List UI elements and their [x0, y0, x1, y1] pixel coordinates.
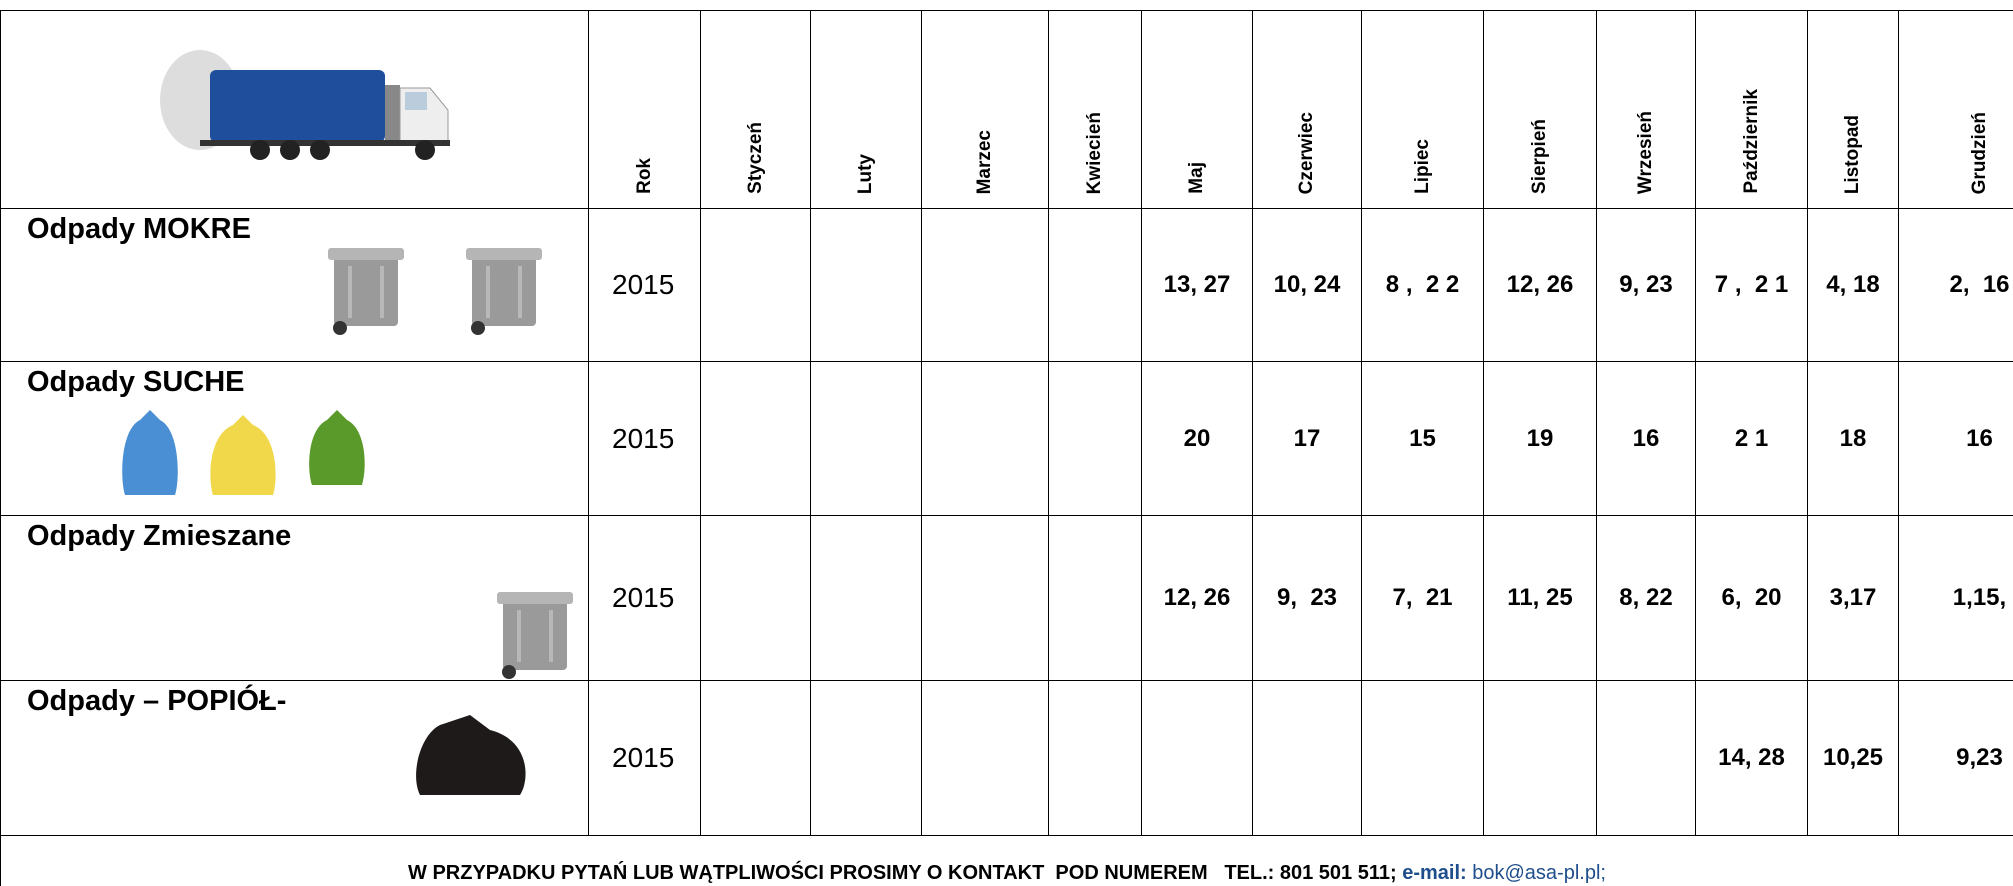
column-header-text: Sierpień: [1529, 119, 1551, 194]
row-label-cell: Odpady – POPIÓŁ-: [0, 680, 588, 835]
year: 2015: [588, 208, 700, 361]
column-header: Październik: [1695, 10, 1807, 208]
cell-value: 4, 18: [1807, 208, 1898, 361]
cell-value: [810, 361, 921, 515]
cell-value: 13, 27: [1141, 208, 1252, 361]
column-header: Rok: [588, 10, 700, 208]
cell-value: [810, 208, 921, 361]
cell-value: [921, 361, 1048, 515]
cell-value: [700, 208, 810, 361]
year: 2015: [588, 680, 700, 835]
column-header: Marzec: [921, 10, 1048, 208]
cell-value: 17: [1252, 361, 1361, 515]
cell-value: 16: [1596, 361, 1695, 515]
cell-value: 15: [1361, 361, 1483, 515]
column-header-text: Styczeń: [745, 122, 767, 194]
cell-value: [700, 361, 810, 515]
column-header: Maj: [1141, 10, 1252, 208]
column-header-text: Luty: [855, 154, 877, 194]
row-label-cell: Odpady SUCHE: [0, 361, 588, 515]
cell-value: [810, 680, 921, 835]
column-header-text: Grudzień: [1969, 112, 1991, 194]
cell-value: [700, 680, 810, 835]
year: 2015: [588, 361, 700, 515]
cell-value: [1252, 680, 1361, 835]
cell-value: 8 , 2 2: [1361, 208, 1483, 361]
cell-value: [1361, 680, 1483, 835]
row-label: Odpady MOKRE: [27, 213, 251, 246]
header-image-cell: [0, 10, 588, 208]
cell-value: 18: [1807, 361, 1898, 515]
cell-value: 2, 16: [1898, 208, 2013, 361]
column-header-text: Listopad: [1842, 115, 1864, 194]
cell-value: [921, 208, 1048, 361]
cell-value: [1048, 680, 1141, 835]
cell-value: [810, 515, 921, 680]
cell-value: 20: [1141, 361, 1252, 515]
row-label: Odpady SUCHE: [27, 366, 245, 399]
page: W PRZYPADKU PYTAŃ LUB WĄTPLIWOŚCI PROSIM…: [0, 0, 2013, 886]
column-header-text: Maj: [1186, 162, 1208, 194]
cell-value: 12, 26: [1483, 208, 1596, 361]
year: 2015: [588, 515, 700, 680]
cell-value: 16: [1898, 361, 2013, 515]
column-header-text: Lipiec: [1412, 139, 1434, 194]
cell-value: [921, 680, 1048, 835]
cell-value: [700, 515, 810, 680]
cell-value: 9, 23: [1596, 208, 1695, 361]
column-header-text: Rok: [634, 158, 656, 194]
column-header: Styczeń: [700, 10, 810, 208]
cell-value: 14, 28: [1695, 680, 1807, 835]
cell-value: [1141, 680, 1252, 835]
email: bok@asa-pl.pl: [1472, 862, 1600, 884]
row-label-cell: Odpady MOKRE: [0, 208, 588, 361]
column-header: Kwiecień: [1048, 10, 1141, 208]
cell-value: [921, 515, 1048, 680]
cell-value: 6, 20: [1695, 515, 1807, 680]
footer-end: ;: [1600, 862, 1606, 884]
cell-value: [1048, 361, 1141, 515]
email-label: e-mail:: [1402, 862, 1466, 884]
column-header: Czerwiec: [1252, 10, 1361, 208]
column-header: Lipiec: [1361, 10, 1483, 208]
cell-value: [1048, 208, 1141, 361]
cell-value: 19: [1483, 361, 1596, 515]
schedule: W PRZYPADKU PYTAŃ LUB WĄTPLIWOŚCI PROSIM…: [0, 0, 2013, 886]
column-header: Wrzesień: [1596, 10, 1695, 208]
footer: W PRZYPADKU PYTAŃ LUB WĄTPLIWOŚCI PROSIM…: [0, 835, 2013, 886]
row-label: Odpady – POPIÓŁ-: [27, 685, 286, 718]
row-label: Odpady Zmieszane: [27, 520, 291, 553]
column-header-text: Kwiecień: [1084, 112, 1106, 194]
column-header: Grudzień: [1898, 10, 2013, 208]
cell-value: 10, 24: [1252, 208, 1361, 361]
column-header: Listopad: [1807, 10, 1898, 208]
cell-value: 2 1: [1695, 361, 1807, 515]
cell-value: 7 , 2 1: [1695, 208, 1807, 361]
cell-value: [1483, 680, 1596, 835]
cell-value: 8, 22: [1596, 515, 1695, 680]
column-header-text: Marzec: [974, 130, 996, 194]
cell-value: 3,17: [1807, 515, 1898, 680]
column-header-text: Wrzesień: [1635, 111, 1657, 194]
row-label-cell: Odpady Zmieszane: [0, 515, 588, 680]
cell-value: 11, 25: [1483, 515, 1596, 680]
cell-value: [1596, 680, 1695, 835]
column-header-text: Październik: [1741, 89, 1763, 194]
cell-value: 9,23: [1898, 680, 2013, 835]
cell-value: 9, 23: [1252, 515, 1361, 680]
footer-text: W PRZYPADKU PYTAŃ LUB WĄTPLIWOŚCI PROSIM…: [408, 862, 1397, 884]
column-header-text: Czerwiec: [1296, 112, 1318, 194]
column-header: Luty: [810, 10, 921, 208]
column-header: Sierpień: [1483, 10, 1596, 208]
cell-value: [1048, 515, 1141, 680]
cell-value: 7, 21: [1361, 515, 1483, 680]
cell-value: 10,25: [1807, 680, 1898, 835]
cell-value: 12, 26: [1141, 515, 1252, 680]
cell-value: 1,15,: [1898, 515, 2013, 680]
